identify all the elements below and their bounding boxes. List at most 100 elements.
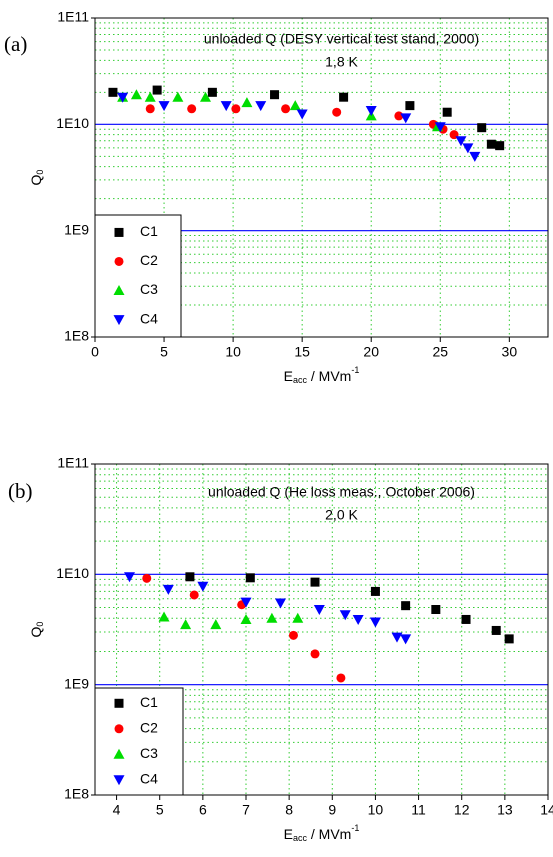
annotation: unloaded Q (He loss meas., October 2006): [208, 484, 475, 500]
legend-label: C4: [140, 310, 158, 326]
x-tick-label: 25: [432, 344, 448, 360]
data-point: [281, 104, 291, 114]
data-point: [210, 619, 222, 630]
legend-marker: [113, 285, 125, 296]
data-point: [270, 90, 280, 100]
y-label-main: Q: [28, 626, 44, 637]
data-point: [255, 101, 267, 112]
x-label-sup: -1: [351, 823, 359, 833]
data-point: [495, 141, 505, 151]
data-point: [336, 673, 346, 683]
data-point: [240, 613, 252, 624]
data-point: [289, 100, 301, 111]
data-point: [108, 87, 118, 97]
x-tick-label: 4: [113, 802, 121, 818]
x-label-main: E: [284, 826, 293, 842]
data-point: [504, 634, 514, 644]
data-point: [142, 573, 152, 583]
x-tick-label: 10: [225, 344, 241, 360]
data-point: [296, 109, 308, 120]
data-point: [245, 573, 255, 583]
data-point: [158, 101, 170, 112]
data-point: [207, 87, 217, 97]
x-tick-label: 11: [411, 802, 426, 818]
data-point: [292, 612, 304, 623]
y-tick-label: 1E11: [57, 9, 89, 25]
x-axis-label: Eacc / MVm-1: [284, 365, 360, 385]
legend-marker: [114, 724, 124, 734]
y-tick-label: 1E9: [64, 675, 89, 691]
data-point: [172, 91, 184, 102]
x-label-sub: acc: [293, 375, 308, 385]
x-label-rest: / MVm: [307, 826, 351, 842]
legend-marker: [113, 748, 125, 759]
x-label-sub: acc: [293, 833, 308, 843]
data-point: [288, 630, 298, 640]
data-point: [241, 97, 253, 108]
data-point: [400, 113, 412, 124]
annotation: 2,0 K: [325, 507, 358, 523]
x-label-rest: / MVm: [307, 368, 351, 384]
data-point: [365, 105, 377, 116]
x-tick-label: 15: [294, 344, 310, 360]
x-tick-label: 30: [502, 344, 518, 360]
data-point: [124, 572, 136, 583]
data-point: [117, 92, 129, 103]
data-point: [199, 91, 211, 102]
panel-label: (b): [8, 479, 33, 503]
data-point: [197, 581, 209, 592]
data-point: [469, 151, 481, 162]
data-point: [189, 590, 199, 600]
y-tick-label: 1E10: [56, 115, 89, 131]
x-axis-label: Eacc / MVm-1: [284, 823, 360, 843]
data-point: [477, 123, 487, 133]
data-point: [145, 104, 155, 114]
x-tick-label: 6: [199, 802, 207, 818]
x-tick-label: 20: [363, 344, 379, 360]
data-point: [442, 107, 452, 117]
data-point: [431, 605, 441, 615]
legend-marker: [114, 227, 124, 237]
y-tick-label: 1E8: [64, 786, 89, 802]
legend-label: C4: [140, 770, 158, 786]
x-tick-label: 5: [156, 802, 164, 818]
plot-frame: [94, 463, 549, 796]
data-point: [486, 139, 496, 149]
data-point: [187, 104, 197, 114]
y-tick-label: 1E11: [57, 455, 89, 471]
x-label-sup: -1: [351, 365, 359, 375]
legend-label: C2: [140, 252, 158, 268]
x-tick-label: 5: [160, 344, 168, 360]
data-point: [339, 92, 349, 102]
data-point: [352, 614, 364, 625]
y-tick-label: 1E8: [64, 328, 89, 344]
plot-frame: [94, 17, 549, 338]
data-point: [400, 634, 412, 645]
legend-label: C1: [140, 223, 158, 239]
x-tick-label: 9: [328, 802, 336, 818]
data-point: [231, 104, 241, 114]
data-point: [185, 572, 195, 582]
data-point: [339, 610, 351, 621]
data-point: [332, 107, 342, 117]
x-tick-label: 13: [497, 802, 513, 818]
data-point: [266, 612, 278, 623]
legend-label: C1: [140, 694, 158, 710]
data-point: [130, 89, 142, 100]
x-tick-label: 7: [242, 802, 250, 818]
y-label-main: Q: [28, 174, 44, 185]
data-point: [405, 101, 415, 111]
data-point: [162, 584, 174, 595]
data-point: [144, 91, 156, 102]
annotation: unloaded Q (DESY vertical test stand, 20…: [204, 31, 479, 47]
x-tick-label: 10: [368, 802, 384, 818]
x-tick-label: 14: [540, 802, 553, 818]
x-tick-label: 8: [285, 802, 293, 818]
data-point: [434, 122, 446, 133]
data-point: [158, 611, 170, 622]
data-point: [310, 649, 320, 659]
data-point: [275, 598, 287, 609]
x-tick-label: 12: [454, 802, 470, 818]
annotation: 1,8 K: [325, 54, 358, 70]
